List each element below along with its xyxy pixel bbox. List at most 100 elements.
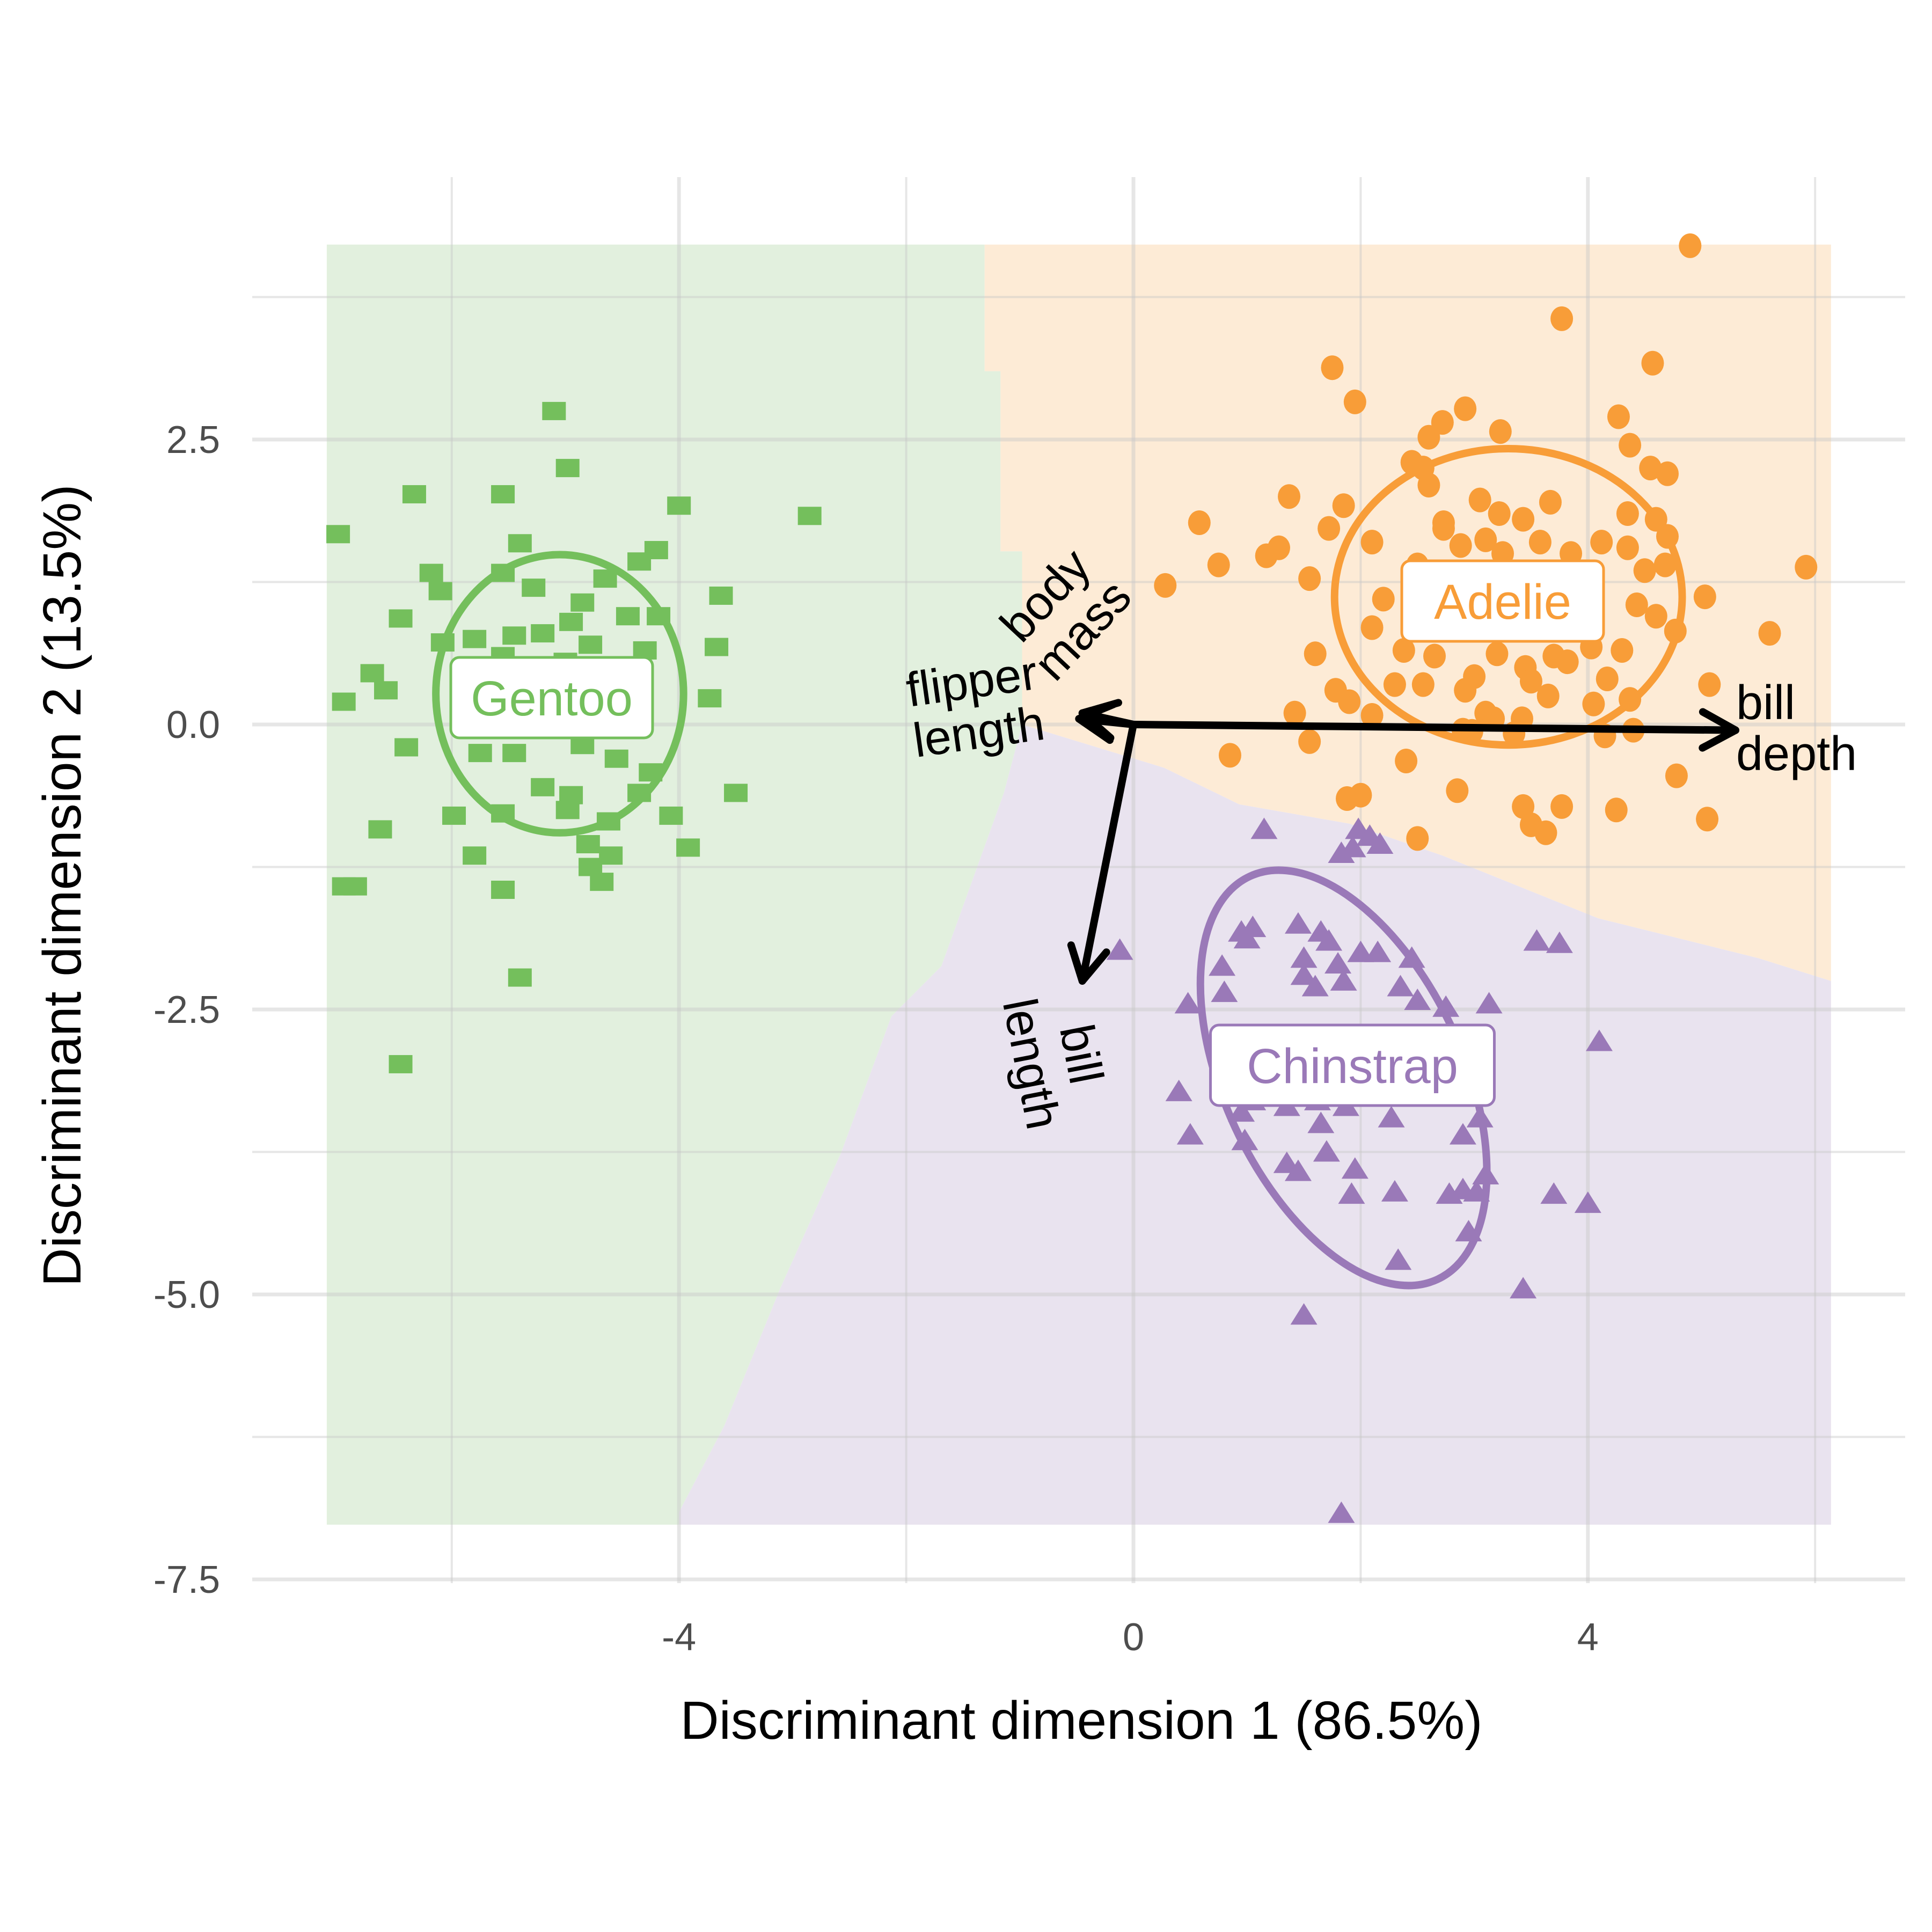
point-gentoo	[570, 593, 595, 612]
point-adelie	[1423, 643, 1446, 669]
point-adelie	[1321, 355, 1344, 380]
point-adelie	[1641, 350, 1664, 376]
point-gentoo	[627, 784, 652, 802]
point-adelie	[1474, 527, 1497, 552]
point-gentoo	[593, 569, 617, 588]
point-chinstrap	[1174, 992, 1202, 1014]
point-gentoo	[555, 459, 580, 478]
point-adelie	[1283, 700, 1306, 726]
point-gentoo	[604, 749, 628, 768]
point-chinstrap	[1330, 969, 1357, 991]
point-chinstrap	[1284, 912, 1312, 934]
point-chinstrap	[1432, 995, 1460, 1017]
point-gentoo	[428, 582, 452, 601]
point-adelie	[1528, 530, 1552, 555]
region-chinstrap	[679, 724, 1831, 1525]
point-chinstrap	[1290, 963, 1318, 985]
point-chinstrap	[1290, 1303, 1318, 1325]
point-adelie	[1536, 683, 1560, 708]
point-gentoo	[555, 801, 580, 819]
point-gentoo	[508, 968, 532, 987]
x-axis-ticks: -4 0 4	[662, 1616, 1599, 1659]
y-tick-label: 0.0	[166, 704, 220, 747]
point-adelie	[1383, 672, 1406, 697]
vector-label-bill-depth: bill depth	[1736, 676, 1857, 781]
point-gentoo	[676, 838, 700, 857]
point-gentoo	[522, 579, 546, 597]
point-adelie	[1395, 748, 1418, 773]
point-chinstrap	[1301, 975, 1329, 997]
point-chinstrap	[1585, 1029, 1613, 1051]
point-gentoo	[360, 664, 384, 683]
point-adelie	[1556, 649, 1579, 675]
vector-label-flipper-length: flipperlength	[903, 646, 1048, 768]
point-gentoo	[491, 804, 515, 823]
point-gentoo	[389, 1055, 413, 1073]
point-adelie	[1349, 782, 1372, 808]
point-adelie	[1698, 672, 1721, 697]
point-adelie	[1298, 566, 1321, 591]
point-chinstrap	[1546, 931, 1573, 953]
point-adelie	[1207, 552, 1230, 577]
point-adelie	[1656, 524, 1679, 549]
x-tick-label: 4	[1577, 1616, 1599, 1659]
point-chinstrap	[1324, 952, 1352, 974]
point-adelie	[1607, 404, 1630, 429]
point-adelie	[1519, 812, 1542, 837]
point-chinstrap	[1387, 975, 1414, 997]
point-adelie	[1468, 487, 1491, 513]
point-adelie	[1596, 667, 1619, 692]
point-adelie	[1539, 489, 1562, 515]
point-adelie	[1550, 306, 1574, 331]
point-chinstrap	[1347, 940, 1374, 962]
point-gentoo	[374, 681, 398, 700]
point-chinstrap	[1328, 1501, 1355, 1523]
point-gentoo	[326, 525, 350, 544]
point-gentoo	[616, 607, 640, 626]
point-gentoo	[705, 638, 729, 656]
vector-label-line: bill	[1049, 1020, 1113, 1088]
point-adelie	[1372, 587, 1395, 612]
x-tick-label: -4	[662, 1616, 696, 1659]
y-axis-title: Discriminant dimension 2 (13.5%)	[32, 484, 92, 1286]
point-adelie	[1616, 535, 1639, 560]
point-adelie	[1298, 729, 1321, 754]
point-adelie	[1519, 669, 1542, 694]
point-chinstrap	[1455, 1220, 1482, 1242]
point-gentoo	[468, 744, 492, 763]
point-chinstrap	[1211, 980, 1238, 1002]
point-chinstrap	[1540, 1182, 1568, 1204]
arrowhead-icon	[1075, 700, 1117, 744]
point-adelie	[1154, 573, 1177, 598]
point-adelie	[1432, 510, 1455, 536]
point-gentoo	[659, 806, 683, 825]
y-tick-label: -2.5	[153, 989, 220, 1031]
point-chinstrap	[1523, 929, 1550, 951]
class-labels: Gentoo Adelie Chinstrap	[449, 559, 1605, 1107]
point-chinstrap	[1463, 1180, 1490, 1202]
point-adelie	[1605, 797, 1628, 823]
point-adelie	[1665, 763, 1688, 788]
point-gentoo	[576, 835, 600, 854]
point-gentoo	[639, 763, 663, 782]
class-label-text: Gentoo	[471, 671, 633, 726]
point-adelie	[1644, 604, 1667, 629]
point-adelie	[1338, 689, 1361, 714]
point-chinstrap	[1404, 989, 1431, 1011]
point-adelie	[1406, 826, 1429, 851]
point-chinstrap	[1328, 841, 1355, 863]
point-gentoo	[647, 607, 671, 626]
vector-label-line: bill	[1736, 676, 1795, 730]
point-adelie	[1758, 621, 1781, 646]
vector-bill-depth	[1130, 721, 1740, 734]
point-adelie	[1664, 618, 1687, 643]
y-tick-label: -7.5	[153, 1558, 220, 1601]
point-gentoo	[368, 820, 392, 839]
point-adelie	[1332, 493, 1355, 518]
point-gentoo	[531, 778, 555, 796]
point-gentoo	[491, 564, 515, 582]
point-chinstrap	[1233, 927, 1261, 949]
point-chinstrap	[1381, 1180, 1408, 1202]
point-chinstrap	[1165, 1079, 1192, 1101]
